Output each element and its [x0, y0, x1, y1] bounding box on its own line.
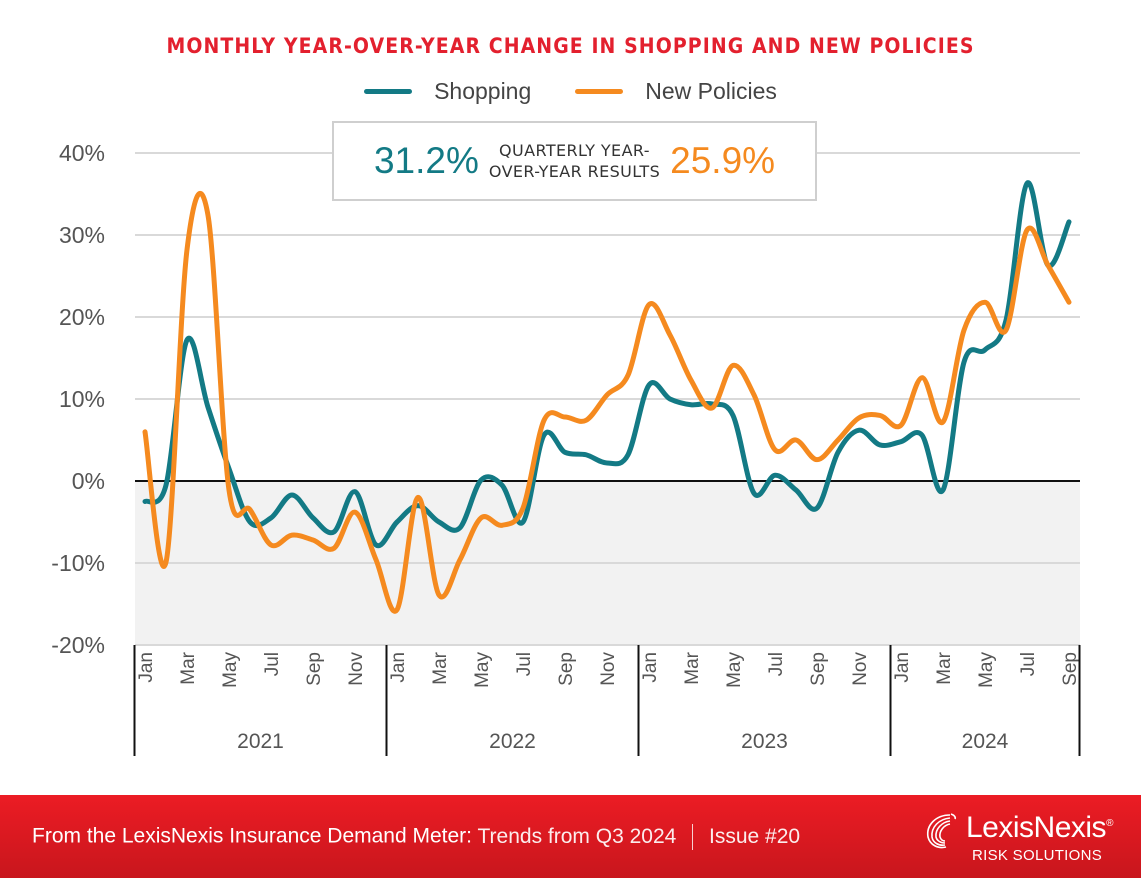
y-tick-label: 30% [59, 222, 105, 248]
line-chart: 40% 30% 20% 10% 0% -10% -20% Jan Mar May Jul Sep No… [51, 140, 1081, 756]
x-tick-label: Sep [304, 652, 325, 686]
x-tick-label: Mar [682, 651, 703, 684]
legend-swatch-shopping [364, 89, 413, 94]
logo-wordmark: LexisNexis® [966, 811, 1113, 844]
x-tick-label: Jan [640, 652, 661, 683]
x-tick-label: May [220, 652, 241, 688]
footer-divider [692, 824, 694, 850]
x-tick-label: Sep [1060, 652, 1081, 686]
x-tick-label: Mar [178, 651, 199, 684]
y-tick-label: 40% [59, 140, 105, 166]
quarterly-results-callout: 31.2% QUARTERLY YEAR- OVER-YEAR RESULTS … [332, 121, 817, 201]
logo-subtitle: RISK SOLUTIONS [972, 847, 1103, 864]
lexisnexis-swirl-icon [926, 813, 957, 849]
y-tick-label: 20% [59, 304, 105, 330]
lexisnexis-logo: LexisNexis® RISK SOLUTIONS [920, 809, 1113, 864]
x-tick-label: Nov [346, 652, 367, 686]
footer-source-title: From the LexisNexis Insurance Demand Met… [32, 824, 473, 848]
x-tick-label: Jul [1018, 652, 1039, 676]
year-label: 2023 [741, 730, 788, 753]
footer-issue: Issue #20 [709, 824, 801, 848]
x-tick-label: Mar [934, 651, 955, 684]
legend: Shopping New Policies [0, 78, 1141, 105]
footer-banner: From the LexisNexis Insurance Demand Met… [0, 795, 1141, 878]
year-label: 2024 [962, 730, 1009, 753]
quarterly-label-line1: QUARTERLY YEAR- [499, 141, 650, 160]
legend-label-new-policies: New Policies [645, 78, 777, 104]
x-tick-label: May [976, 652, 997, 688]
x-tick-label: Jul [514, 652, 535, 676]
x-tick-label: Jan [388, 652, 409, 683]
shopping-quarterly-value: 31.2% [373, 140, 479, 181]
x-tick-label: Jan [136, 652, 157, 683]
legend-item-shopping: Shopping [364, 78, 531, 105]
x-tick-label: May [472, 652, 493, 688]
x-tick-label: Nov [598, 652, 619, 686]
x-tick-label: Jan [892, 652, 913, 683]
x-tick-label: Jul [262, 652, 283, 676]
legend-swatch-new-policies [575, 89, 624, 94]
x-tick-label: Sep [556, 652, 577, 686]
legend-item-new-policies: New Policies [575, 78, 777, 105]
year-label: 2022 [489, 730, 536, 753]
x-tick-label: Mar [430, 651, 451, 684]
year-label: 2021 [237, 730, 284, 753]
legend-label-shopping: Shopping [434, 78, 532, 104]
y-tick-label: -20% [51, 632, 105, 658]
x-tick-label: May [724, 652, 745, 688]
x-tick-label: Nov [850, 652, 871, 686]
y-tick-label: -10% [51, 550, 105, 576]
y-tick-label: 10% [59, 386, 105, 412]
x-tick-label: Jul [766, 652, 787, 676]
quarterly-label-line2: OVER-YEAR RESULTS [488, 162, 661, 181]
footer-source: From the LexisNexis Insurance Demand Met… [32, 824, 800, 850]
chart-title: MONTHLY YEAR-OVER-YEAR CHANGE IN SHOPPIN… [166, 34, 975, 58]
quarterly-results-label: QUARTERLY YEAR- OVER-YEAR RESULTS [489, 140, 660, 182]
new-policies-quarterly-value: 25.9% [670, 140, 776, 181]
y-tick-label: 0% [72, 468, 105, 494]
footer-source-subtitle: Trends from Q3 2024 [477, 824, 677, 848]
x-tick-label: Sep [808, 652, 829, 686]
